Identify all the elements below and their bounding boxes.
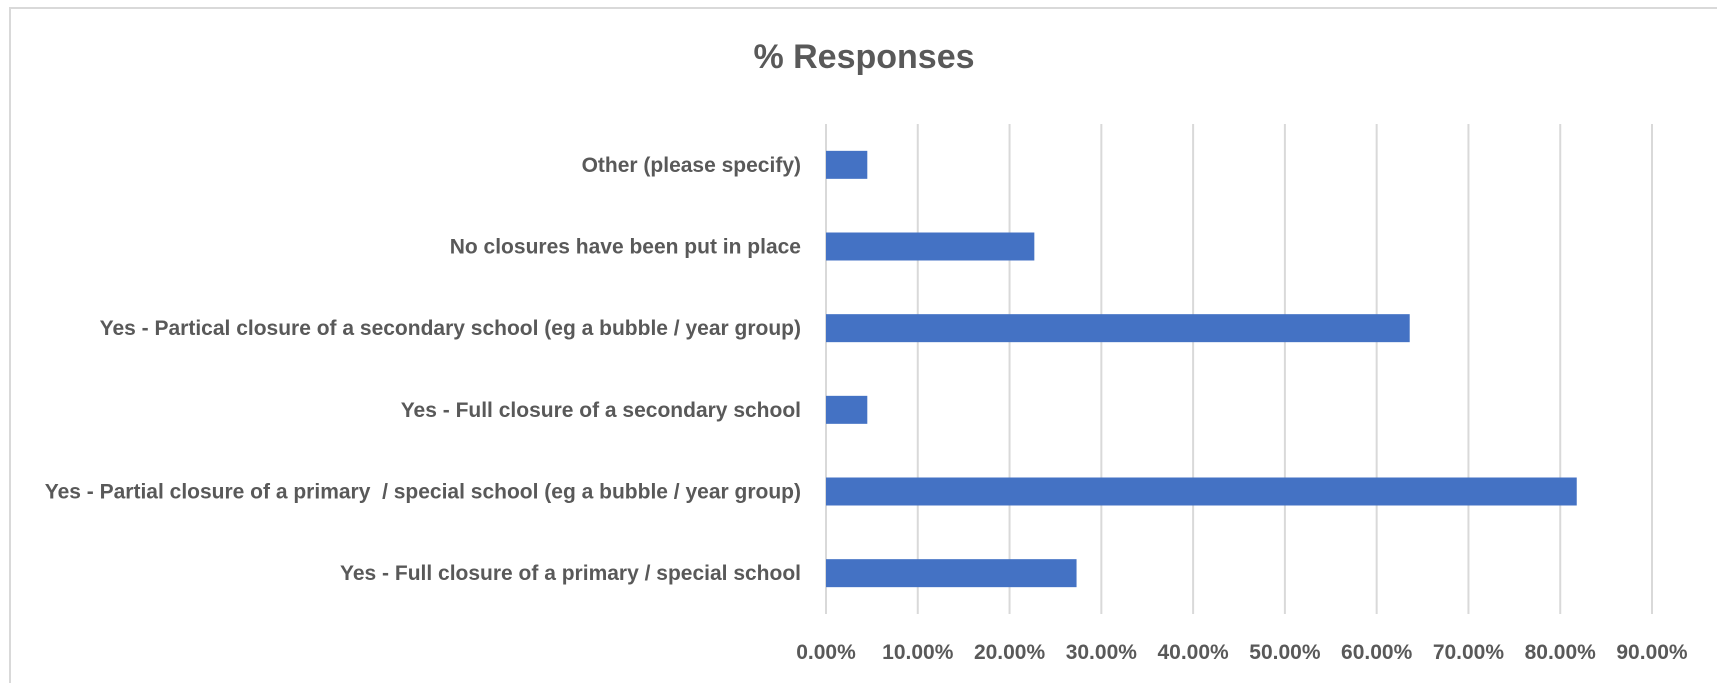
bars (826, 150, 1577, 588)
category-labels: Other (please specify) No closures have b… (45, 154, 801, 585)
category-label: No closures have been put in place (450, 236, 801, 259)
x-tick-label: 70.00% (1433, 641, 1505, 664)
bar (826, 314, 1410, 343)
category-label: Yes - Partial closure of a primary / spe… (45, 481, 801, 504)
x-tick-label: 10.00% (882, 641, 954, 664)
bar (826, 150, 868, 179)
x-tick-label: 30.00% (1066, 641, 1138, 664)
x-tick-label: 80.00% (1525, 641, 1597, 664)
category-label: Other (please specify) (582, 154, 801, 177)
category-label: Yes - Partical closure of a secondary sc… (100, 317, 801, 340)
x-tick-label: 60.00% (1341, 641, 1413, 664)
category-label: Yes - Full closure of a primary / specia… (340, 562, 801, 585)
x-tick-label: 20.00% (974, 641, 1046, 664)
bar (826, 232, 1035, 261)
x-tick-label: 0.00% (796, 641, 856, 664)
bar (826, 395, 868, 424)
category-label: Yes - Full closure of a secondary school (401, 399, 801, 422)
x-tick-label: 40.00% (1157, 641, 1229, 664)
gridlines (825, 124, 1653, 614)
x-axis-tick-labels: 0.00% 10.00% 20.00% 30.00% 40.00% 50.00% 60.00… (796, 641, 1688, 664)
chart-title: % Responses (753, 38, 974, 76)
bar (826, 477, 1577, 506)
x-tick-label: 50.00% (1249, 641, 1321, 664)
bar (826, 559, 1077, 588)
x-tick-label: 90.00% (1616, 641, 1688, 664)
